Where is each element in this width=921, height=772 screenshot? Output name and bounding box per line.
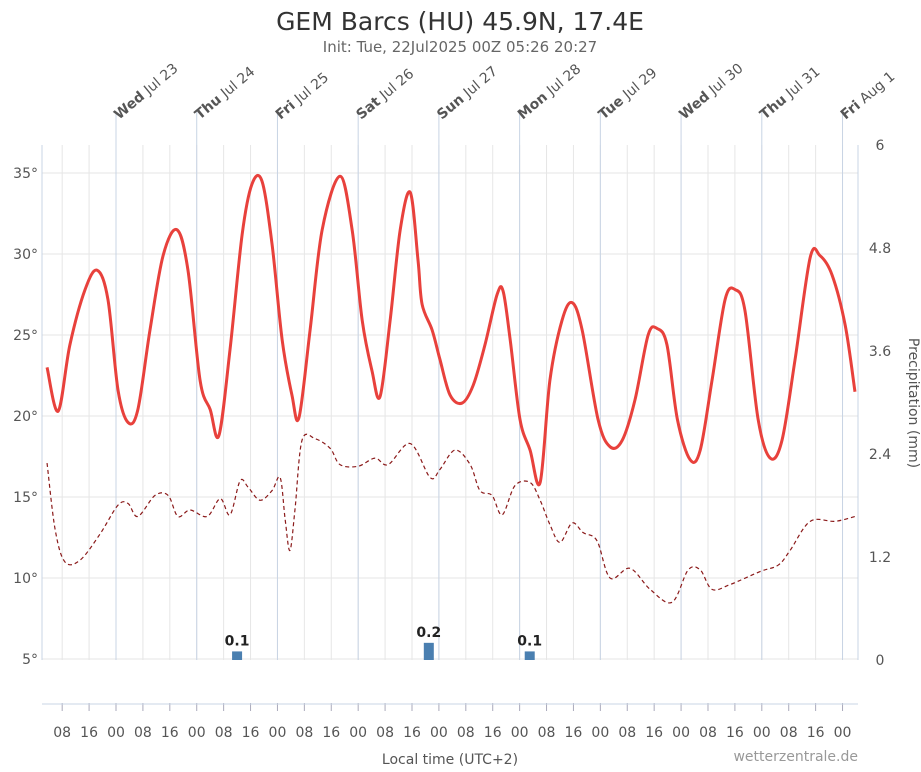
x-tick-label: 00 [188,725,206,741]
y-tick-label: 35° [13,166,38,182]
day-label: Wed Jul 23 [111,61,181,123]
day-date: Jul 26 [376,66,417,104]
day-label: Fri Aug 1 [838,69,898,123]
x-tick-label: 16 [161,725,179,741]
y-tick-label: 20° [13,409,38,425]
day-label: Wed Jul 30 [676,61,746,123]
day-label: Sat Jul 26 [353,66,417,123]
day-label: Sun Jul 27 [434,63,501,123]
x-tick-label: 16 [565,725,583,741]
x-tick-label: 08 [53,725,71,741]
day-weekday: Fri [273,98,299,123]
day-label: Mon Jul 28 [515,61,584,123]
y2-tick-label: 2.4 [869,447,891,463]
day-weekday: Wed [111,89,148,123]
y2-tick-label: 6 [876,138,885,154]
precip-bar [524,651,535,660]
x-tick-label: 00 [511,725,529,741]
day-label: Thu Jul 31 [757,64,823,123]
day-label: Tue Jul 29 [596,65,661,123]
x-tick-label: 16 [322,725,340,741]
data-label: 0.1 [225,633,250,649]
x-tick-label: 16 [726,725,744,741]
day-date: Jul 25 [291,70,332,108]
day-weekday: Fri [838,98,864,123]
day-date: Jul 31 [782,64,823,102]
day-label: Thu Jul 24 [192,64,258,123]
credit: wetterzentrale.de [733,749,858,765]
day-date: Jul 24 [217,64,258,102]
x-tick-label: 00 [591,725,609,741]
x-tick-label: 08 [295,725,313,741]
y2-tick-label: 4.8 [869,241,891,257]
chart-title: GEM Barcs (HU) 45.9N, 17.4E [276,7,644,36]
x-tick-label: 00 [672,725,690,741]
x-tick-label: 08 [457,725,475,741]
y2-tick-label: 0 [876,653,885,669]
x-tick-label: 00 [753,725,771,741]
y2-tick-label: 1.2 [869,550,891,566]
y-tick-label: 10° [13,571,38,587]
x-tick-label: 08 [780,725,798,741]
day-date: Jul 30 [705,61,746,99]
x-tick-label: 00 [269,725,287,741]
x-tick-label: 00 [430,725,448,741]
series-line [46,433,856,604]
day-date: Jul 23 [140,61,181,99]
day-date: Jul 27 [460,63,501,101]
precip-bar [423,642,434,660]
day-date: Jul 28 [543,61,584,99]
y2-tick-label: 3.6 [869,344,891,360]
x-tick-label: 08 [538,725,556,741]
data-label: 0.2 [416,625,441,641]
day-date: Aug 1 [857,69,898,107]
y-tick-label: 30° [13,247,38,263]
x-tick-label: 08 [618,725,636,741]
y-tick-label: 5° [22,652,38,668]
x-tick-label: 00 [107,725,125,741]
day-weekday: Wed [676,89,713,123]
y-tick-label: 25° [13,328,38,344]
day-date: Jul 29 [619,65,660,103]
x-tick-label: 16 [645,725,663,741]
day-label: Fri Jul 25 [273,70,332,123]
x-tick-label: 16 [807,725,825,741]
x-tick-label: 16 [403,725,421,741]
x-tick-label: 16 [484,725,502,741]
y2-axis-label: Precipitation (mm) [905,338,921,468]
chart-subtitle: Init: Tue, 22Jul2025 00Z 05:26 20:27 [323,38,597,56]
day-weekday: Mon [515,89,551,123]
x-tick-label: 16 [242,725,260,741]
x-tick-label: 08 [134,725,152,741]
data-label: 0.1 [517,633,542,649]
x-tick-label: 08 [376,725,394,741]
x-axis-label: Local time (UTC+2) [382,752,518,768]
x-tick-label: 08 [699,725,717,741]
x-tick-label: 00 [834,725,852,741]
x-tick-label: 08 [215,725,233,741]
x-tick-label: 00 [349,725,367,741]
x-tick-label: 16 [80,725,98,741]
y-tick-label: 15° [13,490,38,506]
series-line [45,173,857,487]
precip-bar [232,651,243,660]
